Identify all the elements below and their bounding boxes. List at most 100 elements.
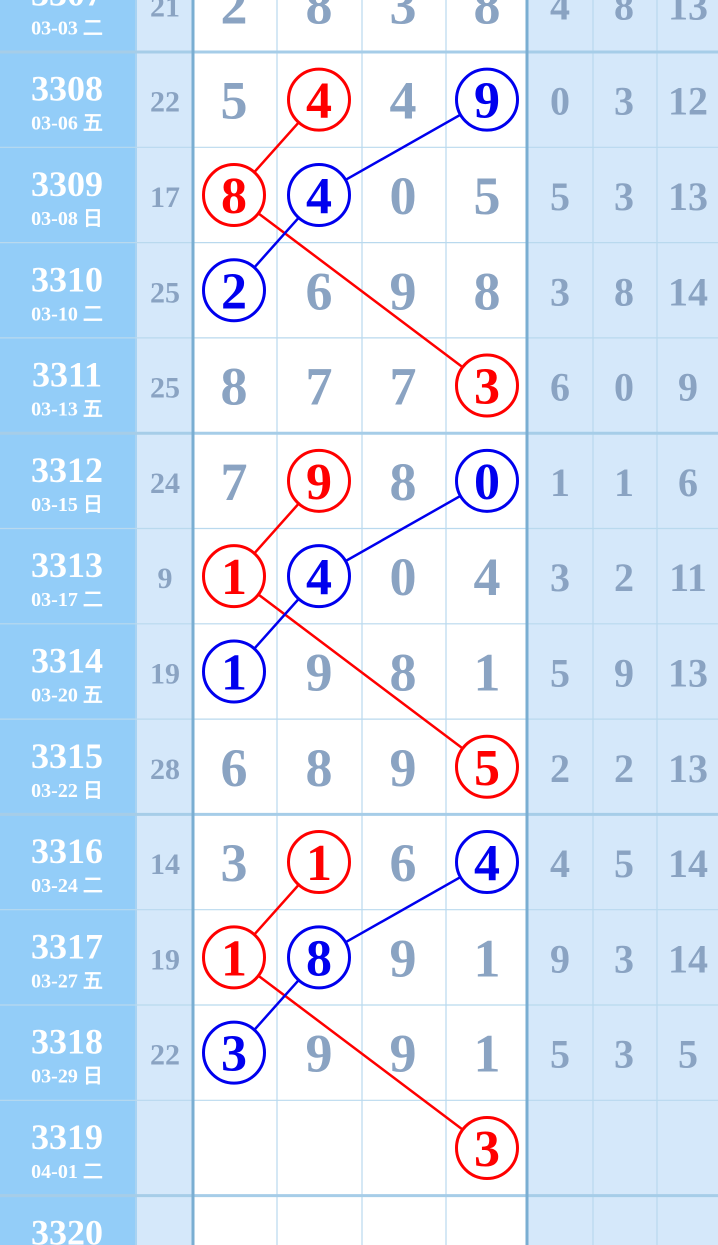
issue-date: 03-29 日	[31, 1066, 103, 1088]
blue-circled-digit: 8	[287, 925, 351, 990]
extra-value: 2	[614, 746, 634, 791]
digit-value: 8	[306, 0, 333, 35]
extra-value: 13	[668, 650, 708, 695]
extra-value: 1	[550, 460, 570, 505]
issue-date: 03-15 日	[31, 494, 103, 516]
issue-number: 3319	[31, 1117, 103, 1157]
red-circled-digit: 9	[287, 448, 351, 513]
digit-value: 8	[390, 452, 417, 512]
blue-circled-digit: 9	[455, 67, 519, 132]
issue-date: 03-24 二	[31, 875, 103, 897]
digit-value: 5	[221, 71, 248, 131]
issue-date: 03-13 五	[31, 399, 103, 421]
digit-value: 9	[390, 261, 417, 321]
digit-value: 1	[474, 928, 501, 988]
extra-value: 5	[678, 1032, 698, 1077]
issue-date: 03-17 二	[31, 589, 103, 611]
sum-value: 22	[150, 1039, 180, 1072]
table-row: 3307 03-03 二 21 2 8 3 8 4 8 13	[31, 0, 708, 39]
extra-value: 14	[668, 269, 708, 314]
digit-value: 8	[474, 261, 501, 321]
red-digit: 3	[474, 359, 500, 416]
red-circle	[455, 1115, 519, 1180]
extra-value: 6	[550, 365, 570, 410]
digit-value: 8	[390, 642, 417, 702]
blue-digit: 1	[221, 644, 247, 701]
extra-value: 11	[669, 555, 707, 600]
issue-number: 3313	[31, 545, 103, 585]
extra-value: 0	[614, 365, 634, 410]
extra-column-bg	[527, 0, 718, 1245]
table-row: 3308 03-06 五 22 5 4 0 3 12	[31, 69, 708, 135]
issue-number: 3318	[31, 1022, 103, 1062]
extra-value: 0	[550, 79, 570, 124]
issue-date: 03-03 二	[31, 17, 103, 39]
digit-value: 6	[306, 261, 333, 321]
blue-circle	[287, 544, 351, 609]
digit-value: 1	[474, 642, 501, 702]
digit-value: 7	[306, 357, 333, 417]
issue-number: 3308	[31, 69, 103, 109]
issue-date: 04-01 二	[31, 1161, 103, 1183]
red-circled-digit: 1	[287, 830, 351, 895]
blue-digit: 4	[306, 549, 332, 606]
blue-circle	[202, 1020, 266, 1085]
extra-value: 9	[614, 650, 634, 695]
issue-date: 03-08 日	[31, 208, 103, 230]
red-digit: 4	[306, 73, 332, 130]
red-circled-digit: 3	[455, 353, 519, 418]
extra-value: 3	[614, 174, 634, 219]
blue-digit: 4	[306, 168, 332, 225]
red-circled-digit: 5	[455, 734, 519, 799]
extra-value: 4	[550, 841, 570, 886]
red-digit: 9	[306, 454, 332, 511]
extra-value: 5	[550, 1032, 570, 1077]
issue-number: 3307	[31, 0, 103, 13]
red-circle	[202, 544, 266, 609]
digit-value: 9	[306, 1024, 333, 1084]
digit-value: 4	[474, 547, 501, 607]
sum-value: 25	[150, 372, 180, 405]
extra-value: 3	[550, 555, 570, 600]
digit-value: 6	[390, 833, 417, 893]
blue-circle	[202, 258, 266, 323]
blue-circled-digit: 3	[202, 1020, 266, 1085]
red-circle	[455, 353, 519, 418]
issue-number: 3314	[31, 640, 103, 680]
sum-value: 19	[150, 657, 180, 690]
digit-value: 4	[390, 71, 417, 131]
extra-value: 3	[614, 79, 634, 124]
extra-value: 5	[614, 841, 634, 886]
issue-date: 03-20 五	[31, 684, 103, 706]
extra-value: 12	[668, 79, 708, 124]
blue-digit: 3	[221, 1026, 247, 1083]
digit-value: 5	[474, 166, 501, 226]
issue-number: 3316	[31, 831, 103, 871]
sum-value: 24	[150, 467, 180, 500]
extra-value: 9	[550, 936, 570, 981]
red-circle	[287, 67, 351, 132]
extra-value: 13	[668, 746, 708, 791]
digit-value: 9	[390, 928, 417, 988]
table-row: 3319 04-01 二	[31, 1117, 103, 1183]
blue-circled-digit: 4	[287, 544, 351, 609]
extra-value: 13	[668, 174, 708, 219]
digit-value: 9	[306, 642, 333, 702]
digit-value: 0	[390, 547, 417, 607]
table-row: 3315 03-22 日 28 6 8 9 2 2 13	[31, 736, 708, 802]
extra-value: 3	[550, 269, 570, 314]
sum-value: 19	[150, 943, 180, 976]
red-circled-digit: 1	[202, 544, 266, 609]
digit-value: 7	[221, 452, 248, 512]
red-circle	[287, 830, 351, 895]
red-circle	[287, 448, 351, 513]
blue-circle	[287, 162, 351, 227]
issue-number: 3309	[31, 164, 103, 204]
issue-date: 03-10 二	[31, 303, 103, 325]
sum-value: 17	[150, 181, 180, 214]
extra-value: 5	[550, 650, 570, 695]
sum-value: 9	[158, 562, 173, 595]
red-digit: 1	[221, 930, 247, 987]
